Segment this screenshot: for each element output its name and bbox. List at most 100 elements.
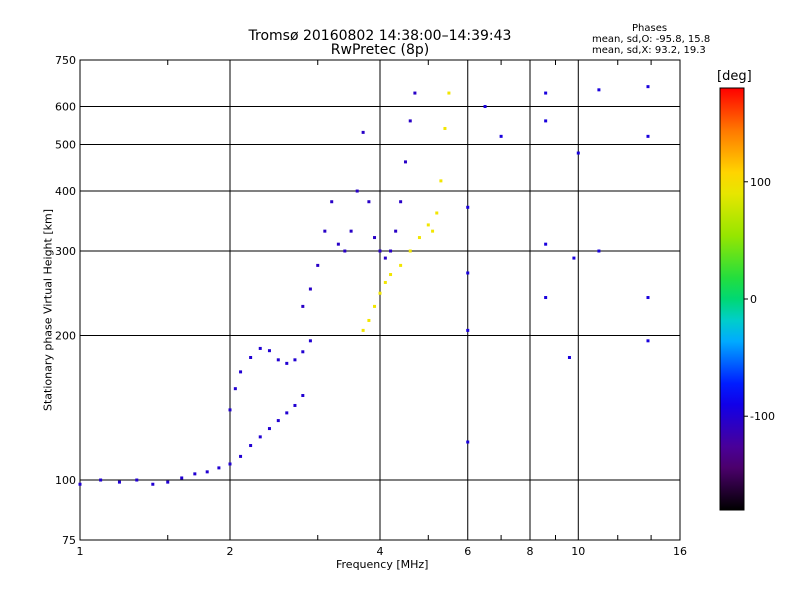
data-point: [276, 358, 280, 362]
y-tick-label: 500: [55, 139, 76, 152]
data-point: [367, 318, 371, 322]
data-point: [447, 91, 451, 95]
x-tick-label: 1: [77, 545, 84, 558]
data-point: [413, 91, 417, 95]
x-tick-label: 2: [227, 545, 234, 558]
data-point: [383, 256, 387, 260]
data-point: [193, 472, 197, 476]
data-point: [466, 205, 470, 209]
colorbar-tick-label: -100: [750, 410, 775, 423]
data-point: [483, 105, 487, 109]
data-point: [431, 229, 435, 233]
data-point: [389, 249, 393, 253]
data-point: [323, 229, 327, 233]
y-tick-label: 75: [62, 534, 76, 547]
data-point: [378, 291, 382, 295]
data-point: [267, 427, 271, 431]
data-point: [249, 444, 253, 448]
data-point: [544, 242, 548, 246]
data-point: [399, 263, 403, 267]
data-point: [408, 249, 412, 253]
data-point: [316, 263, 320, 267]
data-point: [361, 130, 365, 134]
x-tick-label: 16: [673, 545, 687, 558]
y-axis-label: Stationary phase Virtual Height [km]: [41, 208, 55, 412]
data-point: [597, 249, 601, 253]
data-point: [544, 119, 548, 123]
data-point: [576, 151, 580, 155]
colorbar-label: [deg]: [717, 69, 752, 84]
data-point: [330, 200, 334, 204]
data-point: [166, 480, 170, 484]
data-point: [239, 370, 243, 374]
colorbar-tick-label: 100: [750, 176, 771, 189]
stats-x-mode: mean, sd,X: 93.2, 19.3: [592, 45, 706, 56]
data-point: [276, 419, 280, 423]
data-point: [258, 435, 262, 439]
data-point: [567, 355, 571, 359]
stats-o-mode: mean, sd,O: -95.8, 15.8: [592, 34, 711, 45]
y-tick-label: 750: [55, 54, 76, 67]
data-point: [597, 88, 601, 92]
x-tick-label: 10: [571, 545, 585, 558]
y-tick-label: 300: [55, 245, 76, 258]
data-point: [233, 387, 237, 391]
data-point: [205, 470, 209, 474]
data-point: [117, 480, 121, 484]
y-tick-label: 600: [55, 101, 76, 114]
y-tick-label: 400: [55, 185, 76, 198]
data-point: [249, 355, 253, 359]
data-point: [646, 339, 650, 343]
data-point: [293, 358, 297, 362]
data-point: [293, 403, 297, 407]
data-point: [466, 440, 470, 444]
data-point: [301, 304, 305, 308]
data-point: [285, 411, 289, 415]
data-point: [373, 304, 377, 308]
data-point: [373, 236, 377, 240]
data-point: [544, 296, 548, 300]
data-point: [435, 211, 439, 215]
data-point: [367, 200, 371, 204]
data-point: [426, 223, 430, 227]
x-tick-label: 6: [464, 545, 471, 558]
data-point: [355, 189, 359, 193]
data-point: [301, 350, 305, 354]
data-point: [544, 91, 548, 95]
data-point: [403, 160, 407, 164]
data-point: [301, 394, 305, 398]
data-point: [646, 85, 650, 89]
data-point: [228, 462, 232, 466]
data-point: [151, 482, 155, 486]
data-point: [383, 280, 387, 284]
chart-title-line2: RwPretec (8p): [330, 42, 430, 58]
y-tick-label: 100: [55, 474, 76, 487]
x-axis-label: Frequency [MHz]: [336, 558, 429, 571]
data-point: [361, 328, 365, 332]
data-point: [439, 179, 443, 183]
data-point: [378, 249, 382, 253]
data-point: [417, 236, 421, 240]
data-point: [572, 256, 576, 260]
data-point: [285, 361, 289, 365]
data-point: [217, 466, 221, 470]
data-point: [267, 349, 271, 353]
colorbar-tick-label: 0: [750, 293, 757, 306]
data-point: [228, 408, 232, 412]
data-point: [308, 287, 312, 291]
data-point: [336, 242, 340, 246]
data-point: [349, 229, 353, 233]
x-tick-label: 4: [377, 545, 384, 558]
stats-heading: Phases: [632, 23, 668, 34]
data-point: [646, 296, 650, 300]
data-point: [408, 119, 412, 123]
data-point: [499, 134, 503, 138]
data-point: [239, 454, 243, 458]
data-point: [258, 346, 262, 350]
chart-title-line1: Tromsø 20160802 14:38:00–14:39:43: [248, 28, 512, 44]
data-point: [389, 273, 393, 277]
data-point: [399, 200, 403, 204]
y-tick-label: 200: [55, 330, 76, 343]
data-point: [343, 249, 347, 253]
